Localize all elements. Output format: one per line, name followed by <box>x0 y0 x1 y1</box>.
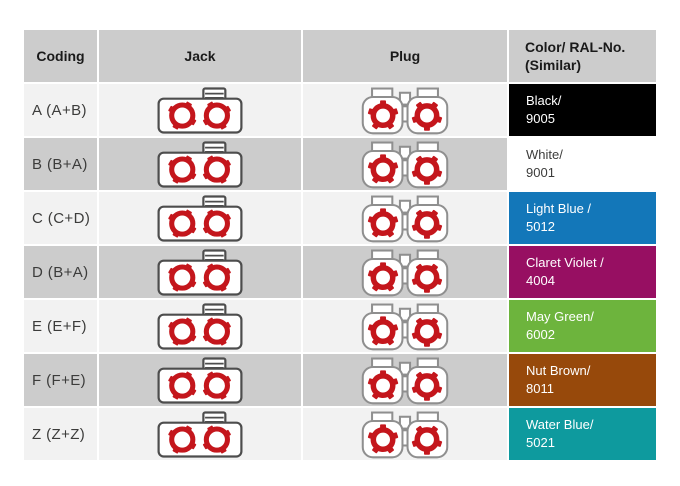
coding-label: D (B+A) <box>24 246 97 298</box>
plug-cell <box>303 84 507 136</box>
color-cell: White/ 9001 <box>509 138 656 190</box>
color-cell: May Green/ 6002 <box>509 300 656 352</box>
color-ral: 5021 <box>526 435 555 450</box>
coding-label: F (F+E) <box>24 354 97 406</box>
color-cell: Nut Brown/ 8011 <box>509 354 656 406</box>
color-name: Light Blue / <box>526 201 592 217</box>
jack-connector-icon <box>157 302 243 350</box>
color-ral: 9005 <box>526 111 555 126</box>
color-ral: 4004 <box>526 273 555 288</box>
plug-cell <box>303 246 507 298</box>
color-name: Claret Violet / <box>526 255 604 271</box>
jack-cell <box>99 138 301 190</box>
plug-connector-icon <box>361 195 449 242</box>
jack-connector-icon <box>157 410 243 458</box>
plug-connector-icon <box>361 411 449 458</box>
coding-label: E (E+F) <box>24 300 97 352</box>
coding-label: C (C+D) <box>24 192 97 244</box>
jack-cell <box>99 192 301 244</box>
color-ral: 8011 <box>526 381 554 396</box>
plug-connector-icon <box>361 87 449 134</box>
coding-label: B (B+A) <box>24 138 97 190</box>
header-color-ral: Color/ RAL-No. (Similar) <box>509 30 656 82</box>
jack-cell <box>99 246 301 298</box>
plug-cell <box>303 354 507 406</box>
plug-connector-icon <box>361 357 449 404</box>
plug-connector-icon <box>361 303 449 350</box>
color-name: May Green/ <box>526 309 594 325</box>
header-jack: Jack <box>99 30 301 82</box>
jack-cell <box>99 354 301 406</box>
jack-cell <box>99 300 301 352</box>
color-cell: Water Blue/ 5021 <box>509 408 656 460</box>
color-ral: 9001 <box>526 165 555 180</box>
plug-cell <box>303 192 507 244</box>
jack-connector-icon <box>157 194 243 242</box>
plug-connector-icon <box>361 249 449 296</box>
plug-cell <box>303 138 507 190</box>
jack-cell <box>99 408 301 460</box>
color-name: Water Blue/ <box>526 417 594 433</box>
plug-cell <box>303 300 507 352</box>
color-cell: Claret Violet / 4004 <box>509 246 656 298</box>
jack-connector-icon <box>157 86 243 134</box>
coding-label: A (A+B) <box>24 84 97 136</box>
color-ral: 6002 <box>526 327 555 342</box>
jack-connector-icon <box>157 140 243 188</box>
plug-connector-icon <box>361 141 449 188</box>
coding-label: Z (Z+Z) <box>24 408 97 460</box>
color-name: Nut Brown/ <box>526 363 591 379</box>
plug-cell <box>303 408 507 460</box>
coding-table: Coding Jack Plug Color/ RAL-No. (Similar… <box>24 30 656 460</box>
header-plug: Plug <box>303 30 507 82</box>
color-cell: Light Blue / 5012 <box>509 192 656 244</box>
color-name: White/ <box>526 147 563 163</box>
color-cell: Black/ 9005 <box>509 84 656 136</box>
jack-connector-icon <box>157 248 243 296</box>
header-coding: Coding <box>24 30 97 82</box>
color-ral: 5012 <box>526 219 555 234</box>
jack-cell <box>99 84 301 136</box>
jack-connector-icon <box>157 356 243 404</box>
color-name: Black/ <box>526 93 562 109</box>
